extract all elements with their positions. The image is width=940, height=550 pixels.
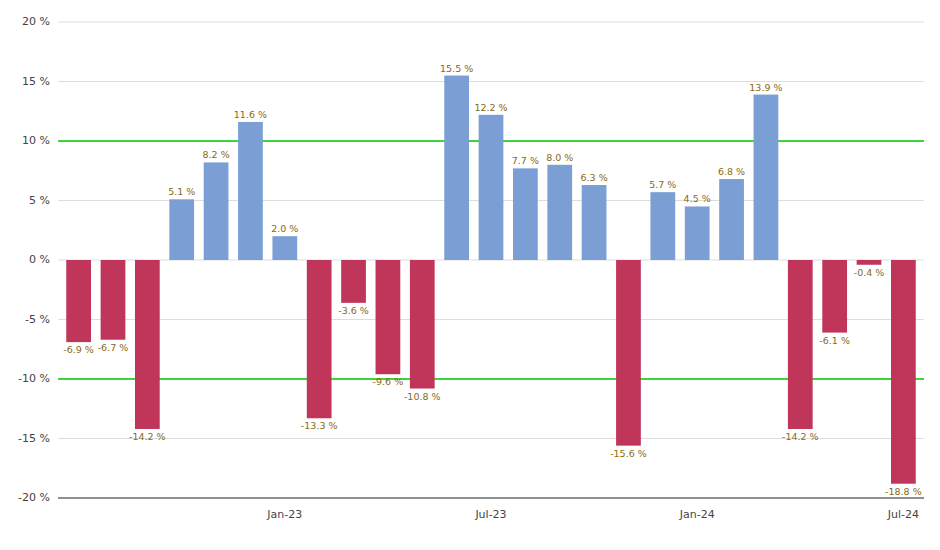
bar <box>513 168 538 260</box>
data-label: -14.2 % <box>129 431 166 442</box>
bar <box>169 199 194 260</box>
grid-line <box>58 22 924 23</box>
y-tick-label: 5 % <box>29 194 50 207</box>
y-tick-label: -15 % <box>18 432 50 445</box>
bar <box>754 95 779 260</box>
data-label: 15.5 % <box>440 63 473 74</box>
bar <box>272 236 297 260</box>
bar <box>719 179 744 260</box>
data-label: 5.7 % <box>649 179 676 190</box>
data-label: 6.3 % <box>581 172 608 183</box>
bars <box>66 76 916 484</box>
data-label: 5.1 % <box>168 186 195 197</box>
bar <box>101 260 126 340</box>
x-tick-label: Jan-24 <box>679 508 715 521</box>
data-label: 4.5 % <box>684 193 711 204</box>
grid <box>58 22 924 498</box>
y-tick-label: 15 % <box>22 75 50 88</box>
data-label: -3.6 % <box>338 305 369 316</box>
grid-line <box>58 498 924 499</box>
y-tick-label: -10 % <box>18 372 50 385</box>
data-labels: -6.9 % -6.7 % -14.2 % 5.1 % 8.2 % 11.6 % 2.0 %… <box>63 63 921 497</box>
bar <box>66 260 91 342</box>
x-axis-line <box>58 498 924 499</box>
data-label: -15.6 % <box>610 448 647 459</box>
bar <box>857 260 882 265</box>
data-label: -10.8 % <box>404 391 441 402</box>
data-label: 12.2 % <box>474 102 507 113</box>
data-label: 8.2 % <box>203 149 230 160</box>
bar <box>788 260 813 429</box>
bar <box>341 260 366 303</box>
data-label: 6.8 % <box>718 166 745 177</box>
bar <box>204 162 229 260</box>
data-label: -9.6 % <box>373 376 404 387</box>
bar <box>376 260 401 374</box>
data-label: -13.3 % <box>301 420 338 431</box>
data-label: -14.2 % <box>782 431 819 442</box>
y-tick-label: 10 % <box>22 134 50 147</box>
data-label: 11.6 % <box>234 109 267 120</box>
chart: -20 % -15 % -10 % -5 % 0 % 5 % 10 % 15 % 20 % -6.… <box>0 0 940 550</box>
bar <box>650 192 675 260</box>
y-tick-label: 0 % <box>29 253 50 266</box>
y-tick-label: -5 % <box>25 313 50 326</box>
x-tick-label: Jul-23 <box>474 508 506 521</box>
grid-line <box>58 81 924 82</box>
bar <box>685 206 710 260</box>
data-label: 8.0 % <box>546 152 573 163</box>
bar <box>582 185 607 260</box>
data-label: 2.0 % <box>271 223 298 234</box>
x-tick-label: Jan-23 <box>266 508 302 521</box>
data-label: -6.1 % <box>819 335 850 346</box>
y-tick-label: -20 % <box>18 491 50 504</box>
bar <box>616 260 641 446</box>
data-label: -18.8 % <box>885 486 922 497</box>
data-label: 13.9 % <box>749 82 782 93</box>
bar <box>479 115 504 260</box>
bar <box>822 260 847 333</box>
data-label: -6.7 % <box>98 342 129 353</box>
x-tick-label: Jul-24 <box>887 508 919 521</box>
data-label: 7.7 % <box>512 155 539 166</box>
bar <box>444 76 469 260</box>
bar <box>891 260 916 484</box>
x-axis: Jan-23 Jul-23 Jan-24 Jul-24 <box>58 498 924 521</box>
data-label: -0.4 % <box>854 267 885 278</box>
bar <box>307 260 332 418</box>
y-axis: -20 % -15 % -10 % -5 % 0 % 5 % 10 % 15 % 20 % <box>18 15 50 504</box>
y-tick-label: 20 % <box>22 15 50 28</box>
data-label: -6.9 % <box>63 344 94 355</box>
bar <box>410 260 435 389</box>
bar <box>547 165 572 260</box>
bar <box>238 122 263 260</box>
bar <box>135 260 160 429</box>
